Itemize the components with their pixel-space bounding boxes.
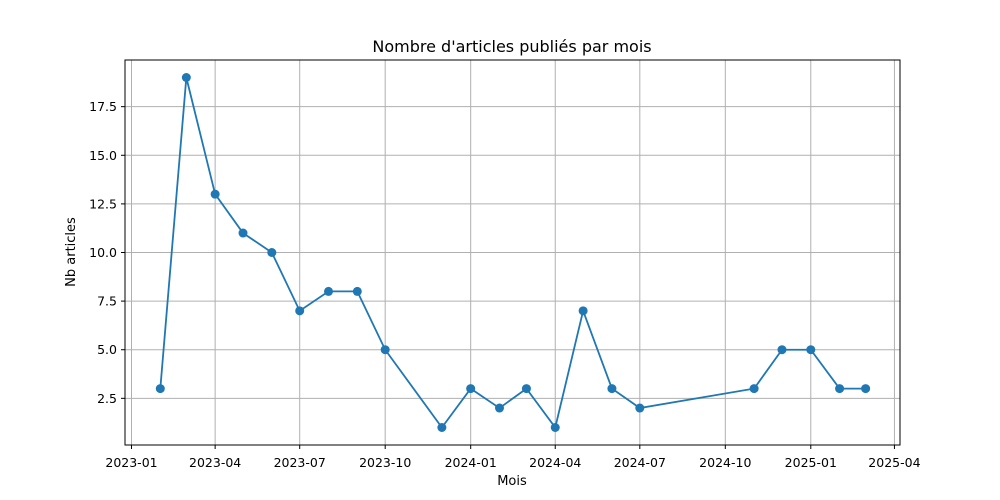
data-point	[494, 403, 504, 413]
data-point	[238, 228, 248, 238]
x-tick-label: 2025-01	[785, 455, 837, 470]
y-tick-label: 2.5	[97, 391, 117, 406]
x-tick-label: 2024-01	[445, 455, 497, 470]
data-point	[861, 384, 871, 394]
x-tick-label: 2023-07	[274, 455, 326, 470]
data-point	[806, 345, 816, 355]
y-tick-label: 15.0	[89, 148, 117, 163]
data-point	[635, 403, 645, 413]
y-tick-label: 5.0	[97, 342, 117, 357]
data-point	[607, 384, 617, 394]
data-point	[835, 384, 845, 394]
data-point	[578, 306, 588, 316]
x-tick-label: 2024-10	[699, 455, 751, 470]
data-point	[295, 306, 305, 316]
data-point	[466, 384, 476, 394]
data-point	[521, 384, 531, 394]
series-line	[159, 77, 866, 430]
data-point	[155, 384, 165, 394]
grid-layer	[125, 60, 900, 445]
x-tick-label: 2023-10	[359, 455, 411, 470]
data-point	[324, 286, 334, 296]
data-point	[777, 345, 787, 355]
y-tick-label: 10.0	[89, 245, 117, 260]
data-point	[181, 73, 191, 82]
chart-title: Nombre d'articles publiés par mois	[372, 37, 651, 56]
data-point	[267, 248, 277, 257]
data-point	[380, 345, 390, 355]
x-axis-label: Mois	[497, 474, 527, 489]
x-tick-label: 2023-04	[189, 455, 241, 470]
tick-layer: 2023-01 2023-04 2023-07 2023-10 2024-01 2024-…	[89, 99, 920, 470]
data-point	[749, 384, 759, 394]
y-tick-label: 7.5	[97, 294, 117, 309]
data-point	[352, 286, 362, 296]
x-tick-label: 2025-04	[868, 455, 920, 470]
data-point	[550, 423, 560, 432]
x-tick-label: 2023-01	[105, 455, 157, 470]
y-tick-label: 12.5	[89, 196, 117, 211]
x-tick-label: 2024-07	[614, 455, 666, 470]
y-tick-label: 17.5	[89, 99, 117, 114]
data-point	[210, 189, 220, 199]
y-axis-label: Nb articles	[64, 217, 79, 287]
x-tick-label: 2024-04	[529, 455, 581, 470]
series-layer	[155, 73, 871, 432]
data-point	[437, 423, 447, 432]
